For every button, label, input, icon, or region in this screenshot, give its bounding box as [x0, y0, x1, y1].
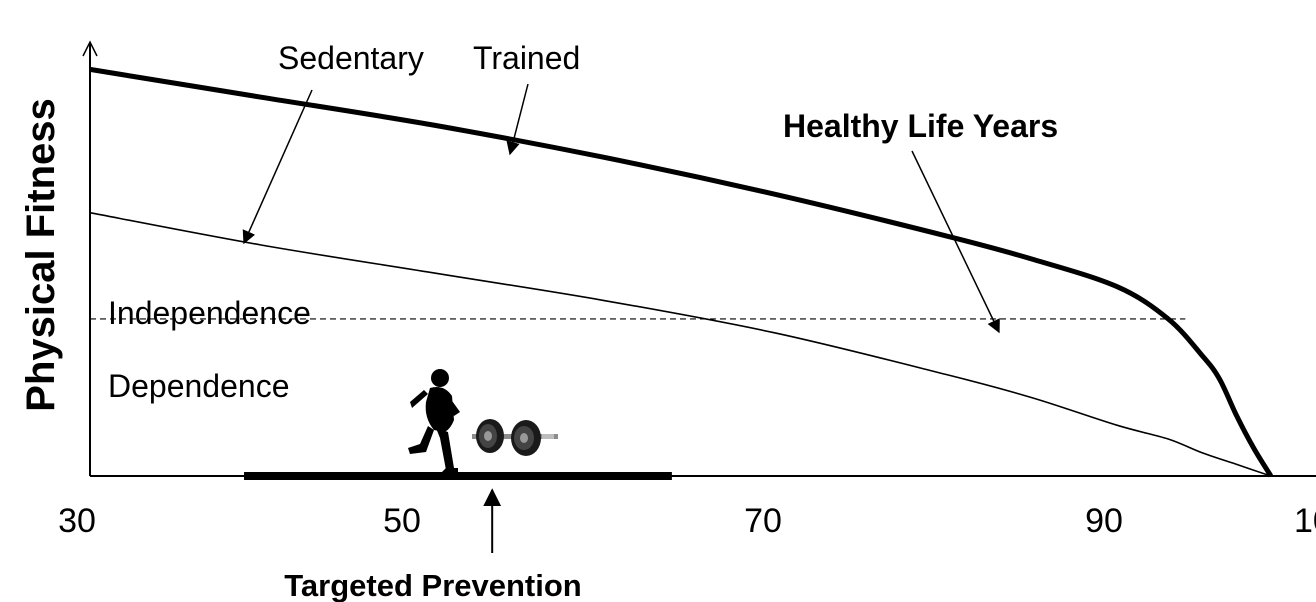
x-tick-label: 50: [383, 502, 421, 540]
x-tick-label: 70: [744, 502, 782, 540]
x-tick-label: 90: [1085, 502, 1123, 540]
trained-curve: [89, 66, 1274, 478]
trained-label: Trained: [473, 40, 580, 76]
healthy-life-years-pointer-arrow: [911, 150, 1000, 334]
sedentary-pointer-arrow: [242, 89, 313, 245]
trained-pointer-arrow: [506, 83, 529, 156]
barbell-icon: [472, 419, 558, 456]
y-axis-label: Physical Fitness: [19, 98, 63, 411]
sedentary-curve: [89, 211, 1272, 477]
y-axis-arrowhead: [82, 40, 98, 57]
independence-label: Independence: [108, 295, 311, 331]
runner-silhouette-icon: [408, 369, 460, 472]
targeted-prevention-label: Targeted Prevention: [284, 568, 581, 602]
x-tick-label: 30: [58, 502, 96, 540]
healthy-life-years-label: Healthy Life Years: [783, 108, 1058, 144]
dependence-label: Dependence: [108, 368, 289, 404]
x-tick-label: 100: [1294, 502, 1316, 540]
sedentary-label: Sedentary: [278, 40, 424, 76]
